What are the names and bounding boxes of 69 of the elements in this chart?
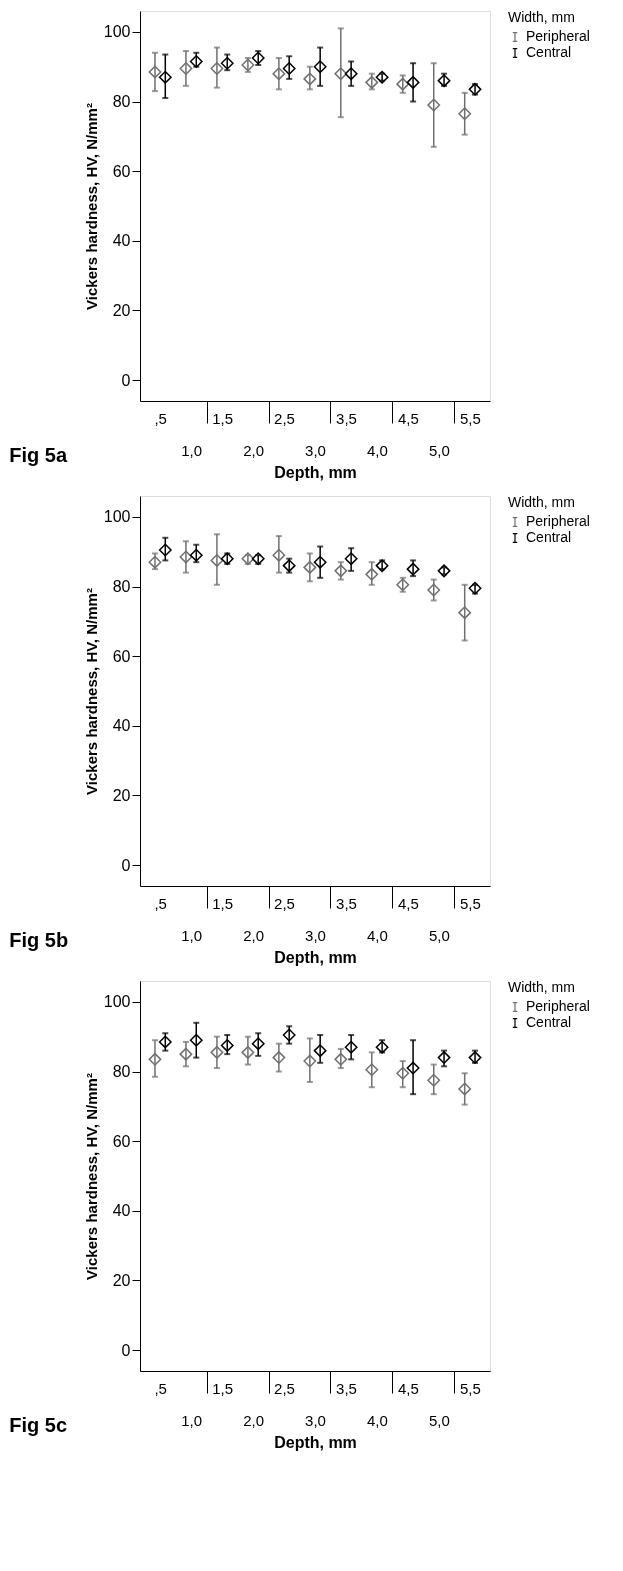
- x-tick-label: ,5: [154, 1379, 167, 1397]
- legend-label: Peripheral: [526, 998, 590, 1014]
- x-axis-title: Depth, mm: [274, 463, 357, 481]
- y-tick-label: 0: [121, 371, 131, 389]
- legend-label: Central: [526, 1014, 572, 1030]
- x-tick-label: 3,0: [305, 1411, 326, 1429]
- y-tick-label: 100: [103, 23, 131, 41]
- legend-title: Width, mm: [508, 494, 575, 510]
- x-tick-label: 1,0: [181, 926, 203, 944]
- x-tick-label: 5,5: [459, 1379, 481, 1397]
- x-tick-label: 1,0: [181, 1411, 203, 1429]
- y-tick-label: 80: [112, 93, 131, 111]
- x-tick-label: 5,5: [459, 894, 481, 912]
- x-tick-label: 2,5: [274, 409, 295, 427]
- y-tick-label: 20: [112, 1271, 131, 1289]
- y-axis-title: Vickers hardness, HV, N/mm²: [82, 1073, 100, 1280]
- x-tick-label: 2,5: [274, 1379, 295, 1397]
- y-tick-label: 0: [121, 856, 131, 874]
- y-tick-label: 60: [112, 647, 131, 665]
- x-tick-label: 4,5: [397, 409, 419, 427]
- y-tick-label: 40: [112, 1202, 131, 1220]
- x-axis-title: Depth, mm: [274, 1433, 357, 1451]
- y-tick-label: 40: [112, 717, 131, 735]
- x-tick-label: 3,5: [336, 894, 357, 912]
- x-tick-label: 5,5: [459, 409, 481, 427]
- y-tick-label: 40: [112, 232, 131, 250]
- x-tick-label: 3,0: [305, 926, 326, 944]
- x-tick-label: 2,0: [243, 1411, 264, 1429]
- x-tick-label: 1,5: [212, 1379, 234, 1397]
- x-tick-label: 4,5: [397, 894, 419, 912]
- text: Fig 5a: [9, 444, 68, 466]
- text: Fig 5c: [9, 1414, 68, 1436]
- x-tick-label: 3,5: [336, 409, 357, 427]
- x-axis-title: Depth, mm: [274, 948, 357, 966]
- y-tick-label: 20: [112, 301, 131, 319]
- x-tick-label: 2,0: [243, 926, 264, 944]
- x-tick-label: ,5: [154, 894, 167, 912]
- x-tick-label: ,5: [154, 409, 167, 427]
- y-tick-label: 60: [112, 1132, 131, 1150]
- x-tick-label: 3,5: [336, 1379, 357, 1397]
- legend-label: Central: [526, 529, 572, 545]
- x-tick-label: 3,0: [305, 441, 326, 459]
- x-tick-label: 4,0: [367, 441, 388, 459]
- y-axis-title: Vickers hardness, HV, N/mm²: [82, 103, 100, 310]
- legend-title: Width, mm: [508, 9, 575, 25]
- y-tick-label: 0: [121, 1341, 131, 1359]
- x-tick-label: 4,5: [397, 1379, 419, 1397]
- x-tick-label: 1,5: [212, 409, 234, 427]
- x-tick-label: 1,5: [212, 894, 234, 912]
- y-tick-label: 60: [112, 162, 131, 180]
- x-tick-label: 4,0: [367, 926, 388, 944]
- x-tick-label: 4,0: [367, 1411, 388, 1429]
- x-tick-label: 2,5: [274, 894, 295, 912]
- y-tick-label: 20: [112, 786, 131, 804]
- y-tick-label: 80: [112, 1063, 131, 1081]
- y-tick-label: 100: [103, 508, 131, 526]
- y-axis-title: Vickers hardness, HV, N/mm²: [82, 588, 100, 795]
- x-tick-label: 2,0: [243, 441, 264, 459]
- x-tick-label: 5,0: [428, 926, 450, 944]
- x-tick-label: 1,0: [181, 441, 203, 459]
- legend-title: Width, mm: [508, 979, 575, 995]
- text: Fig 5b: [9, 929, 69, 951]
- y-tick-label: 100: [103, 993, 131, 1011]
- legend-label: Peripheral: [526, 513, 590, 529]
- y-tick-label: 80: [112, 578, 131, 596]
- legend-label: Central: [526, 44, 572, 60]
- x-tick-label: 5,0: [428, 1411, 450, 1429]
- legend-label: Peripheral: [526, 28, 590, 44]
- x-tick-label: 5,0: [428, 441, 450, 459]
